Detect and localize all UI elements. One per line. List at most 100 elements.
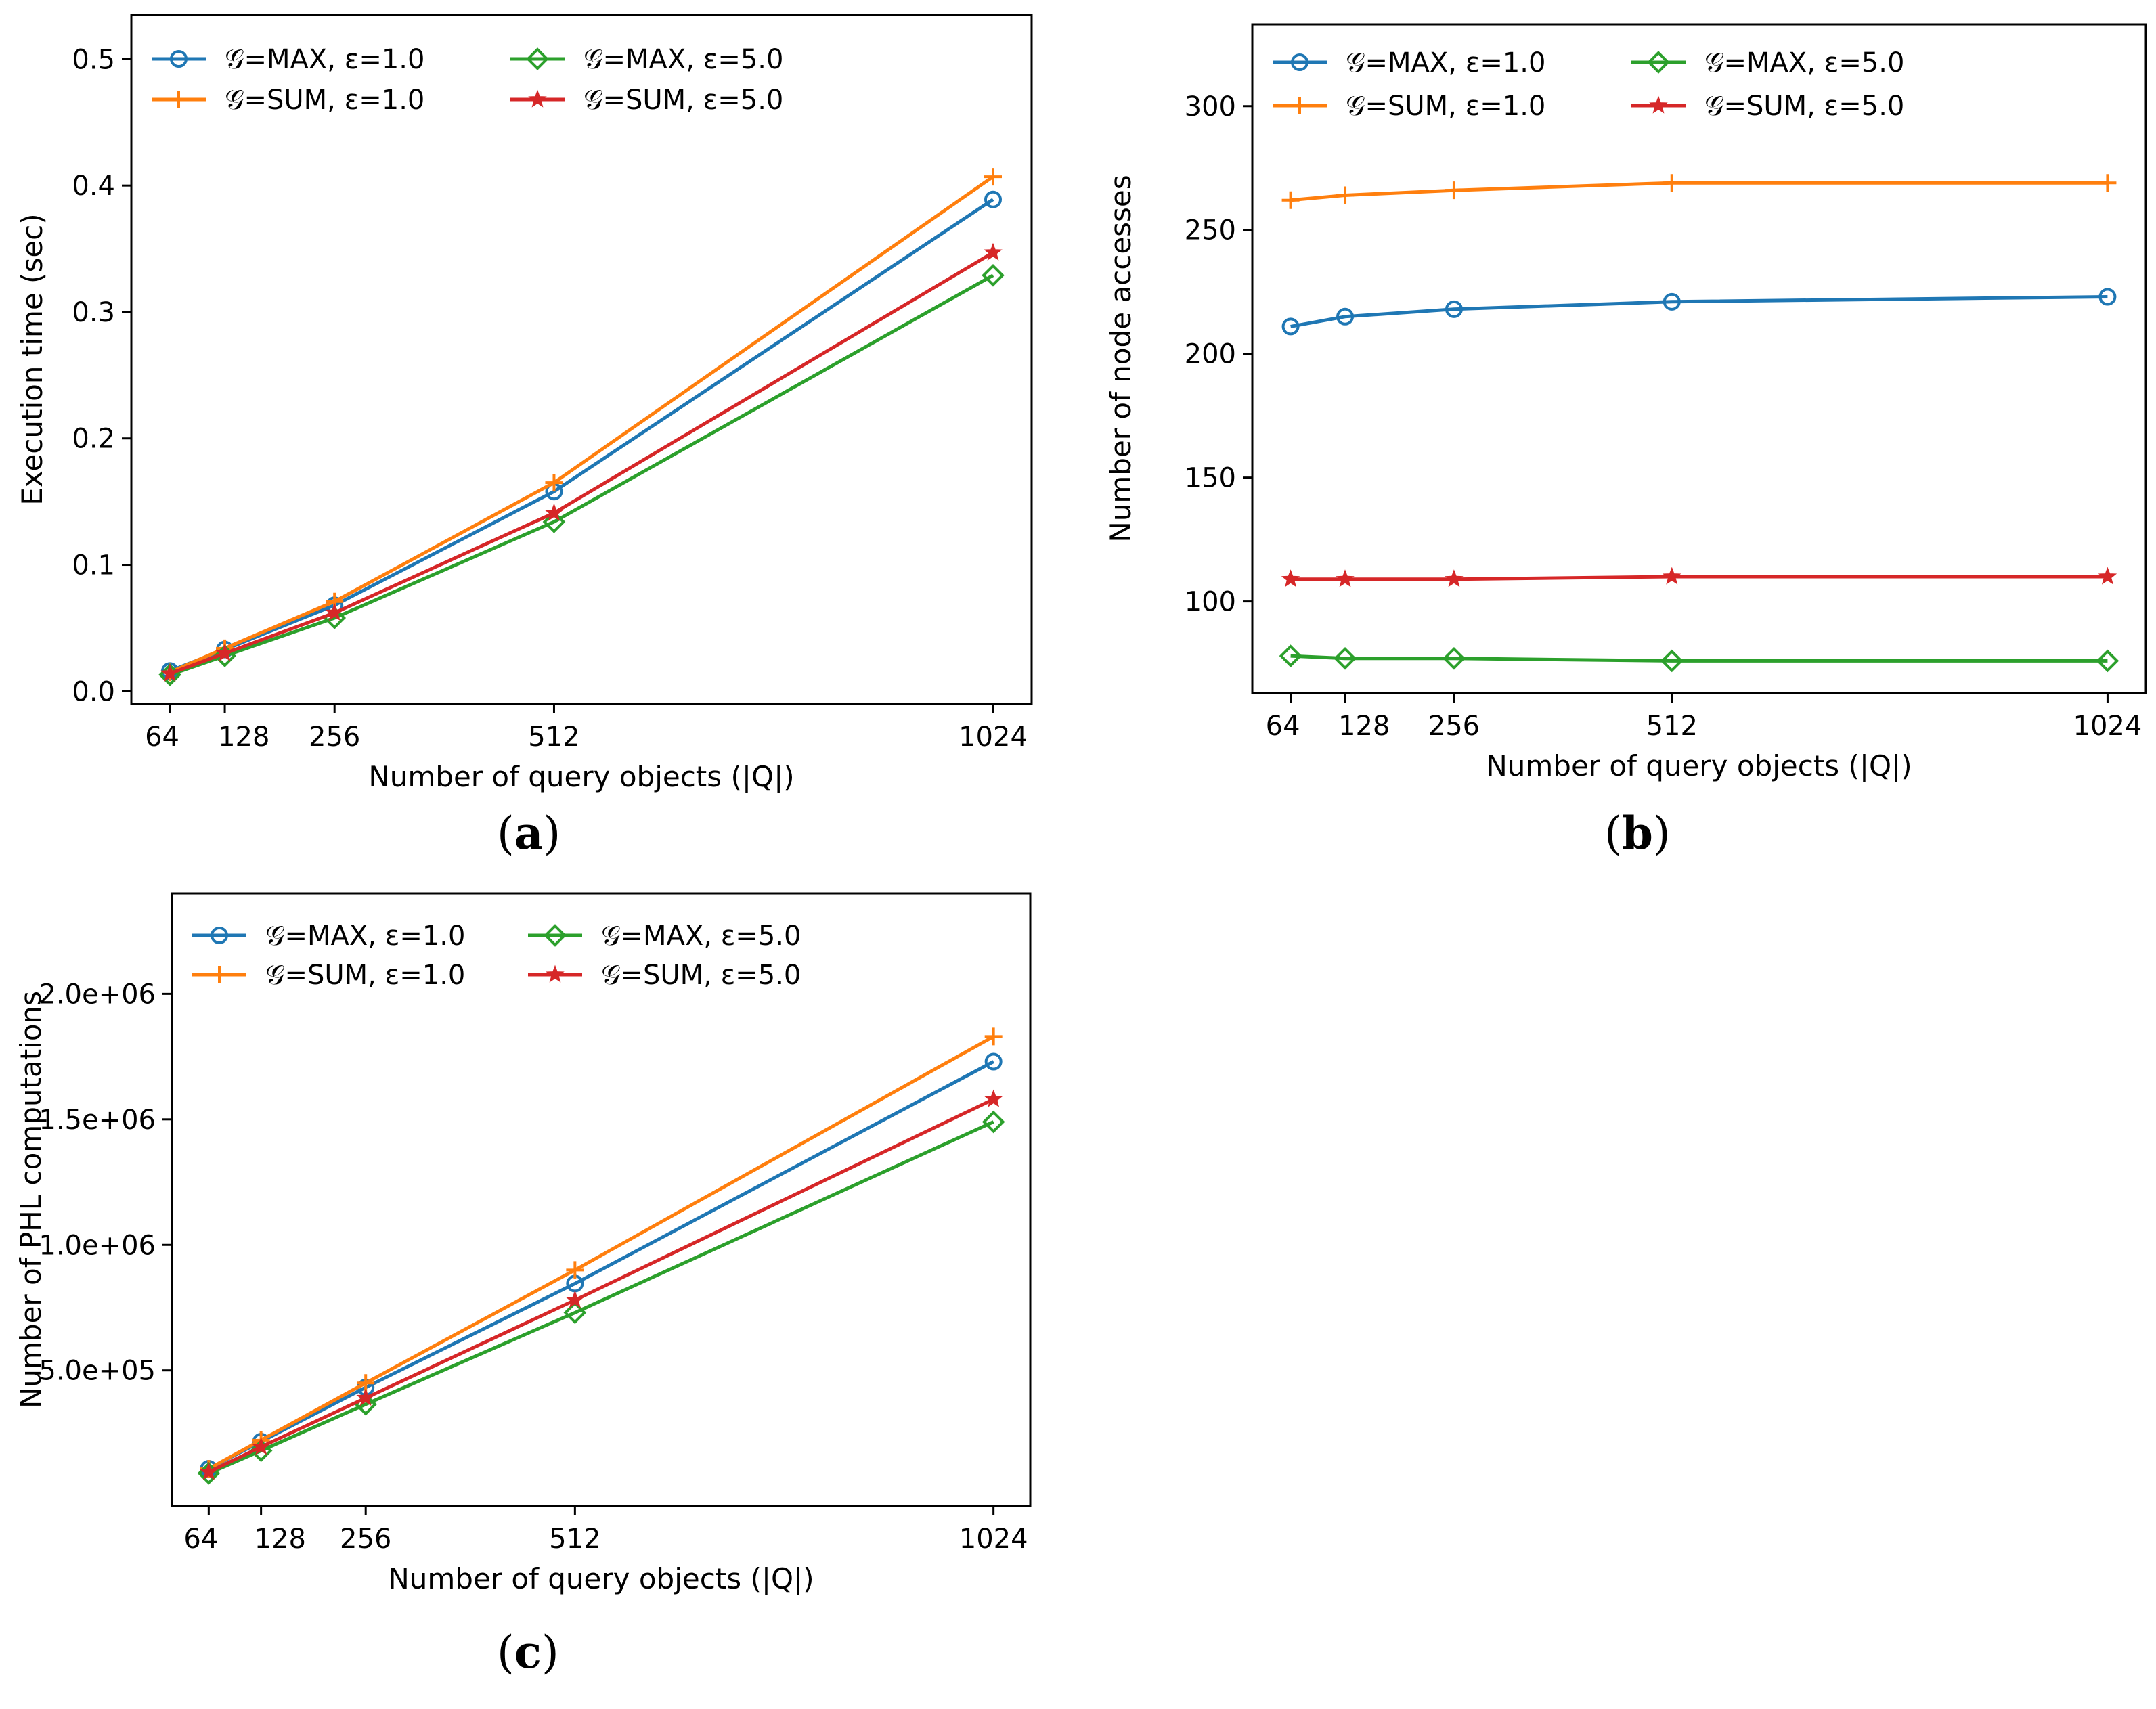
x-tick-label: 128 xyxy=(218,722,269,753)
chart-c: 64 128 256 512 1024 5.0e+05 1.0e+06 1.5e+06 2.0e… xyxy=(14,892,1032,1595)
legend-label: 𝒢=MAX, ε=5.0 xyxy=(1704,47,1904,79)
y-tick-label: 150 xyxy=(1185,463,1236,494)
y-tick-label: 250 xyxy=(1185,215,1236,246)
legend-marker xyxy=(170,50,188,68)
legend-entry: 𝒢=SUM, ε=1.0 xyxy=(152,85,424,116)
legend-entry: 𝒢=SUM, ε=1.0 xyxy=(1273,91,1545,122)
legend-label: 𝒢=SUM, ε=1.0 xyxy=(225,85,424,116)
data-point xyxy=(160,663,179,682)
data-point xyxy=(982,1110,1005,1134)
y-axis-label: Number of PHL computations xyxy=(14,991,47,1408)
y-tick-label: 0.5 xyxy=(72,44,115,75)
x-axis-label: Number of query objects (|Q|) xyxy=(1486,749,1912,782)
y-tick-label: 0.2 xyxy=(72,424,115,455)
series-line xyxy=(169,273,994,677)
x-tick-label: 256 xyxy=(340,1524,391,1555)
data-point xyxy=(2098,567,2117,585)
series-2 xyxy=(1279,644,2119,673)
caption-c: (c) xyxy=(497,1626,559,1679)
data-point xyxy=(984,168,1002,186)
plot-frame xyxy=(171,892,1032,1507)
x-tick-label: 1024 xyxy=(959,722,1028,753)
series-1 xyxy=(161,168,1002,682)
legend-marker xyxy=(526,47,549,70)
x-tick-label: 128 xyxy=(1338,711,1390,742)
legend-label: 𝒢=SUM, ε=5.0 xyxy=(584,85,783,116)
data-point xyxy=(2098,288,2117,306)
series-line xyxy=(208,1035,994,1471)
legend-entry: 𝒢=SUM, ε=1.0 xyxy=(192,960,465,991)
data-point xyxy=(2096,649,2119,673)
chart-panel-a: 64 128 256 512 1024 0.0 0.1 0.2 0.3 0.4 0.5 Number … xyxy=(0,0,1056,873)
data-point xyxy=(984,242,1003,261)
data-point xyxy=(1663,567,1681,585)
caption-a: (a) xyxy=(497,807,561,860)
legend-label: 𝒢=MAX, ε=1.0 xyxy=(1346,47,1545,79)
chart-a: 64 128 256 512 1024 0.0 0.1 0.2 0.3 0.4 0.5 Number … xyxy=(16,14,1033,793)
y-tick-label: 0.4 xyxy=(72,171,115,202)
data-point xyxy=(984,1052,1003,1071)
chart-b: 64 128 256 512 1024 100 150 200 250 300 Number of … xyxy=(1104,23,2147,782)
data-point xyxy=(984,1027,1003,1046)
data-point xyxy=(982,263,1005,287)
x-tick-label: 256 xyxy=(1428,711,1480,742)
legend-entry: 𝒢=MAX, ε=5.0 xyxy=(1631,47,1904,79)
data-point xyxy=(1663,174,1681,192)
legend-entry: 𝒢=MAX, ε=1.0 xyxy=(1273,47,1545,79)
series-3 xyxy=(160,242,1003,682)
data-point xyxy=(563,1301,587,1325)
legend-label: 𝒢=MAX, ε=5.0 xyxy=(584,44,783,75)
data-point xyxy=(1443,646,1466,670)
legend-entry: 𝒢=SUM, ε=5.0 xyxy=(510,85,783,116)
series-line xyxy=(169,198,994,673)
legend-label: 𝒢=MAX, ε=1.0 xyxy=(225,44,424,75)
data-point xyxy=(1334,646,1357,670)
legend-entry: 𝒢=SUM, ε=5.0 xyxy=(1631,91,1904,122)
x-tick-label: 256 xyxy=(309,722,360,753)
y-tick-label: 300 xyxy=(1185,91,1236,123)
data-point xyxy=(251,1437,271,1455)
x-tick-label: 512 xyxy=(549,1524,600,1555)
series-3 xyxy=(199,1089,1003,1480)
data-point xyxy=(1281,317,1300,336)
y-tick-label: 1.5e+06 xyxy=(39,1105,156,1136)
series-line xyxy=(208,1060,994,1471)
data-point xyxy=(1663,292,1681,311)
chart-panel-b: 64 128 256 512 1024 100 150 200 250 300 Number of … xyxy=(1083,0,2156,873)
data-point xyxy=(249,1439,273,1463)
chart-panel-c: 64 128 256 512 1024 5.0e+05 1.0e+06 1.5e+06 2.0e… xyxy=(0,873,1056,1709)
data-point xyxy=(1445,569,1464,587)
series-line xyxy=(169,175,994,674)
data-point xyxy=(1336,186,1355,204)
series-0 xyxy=(200,1052,1003,1478)
data-point xyxy=(2098,174,2117,192)
caption-b: (b) xyxy=(1604,807,1671,860)
x-axis-label: Number of query objects (|Q|) xyxy=(368,760,794,793)
data-point xyxy=(984,1089,1003,1107)
data-point xyxy=(565,1290,585,1308)
legend-marker xyxy=(1291,53,1308,71)
data-point xyxy=(542,510,566,533)
legend-marker xyxy=(528,89,547,108)
x-tick-label: 64 xyxy=(145,722,179,753)
data-point xyxy=(1281,191,1300,209)
x-tick-label: 512 xyxy=(528,722,579,753)
x-tick-label: 1024 xyxy=(959,1524,1028,1555)
data-point xyxy=(566,1261,584,1279)
series-line xyxy=(1290,654,2108,663)
series-line xyxy=(1290,181,2108,202)
legend-label: 𝒢=SUM, ε=1.0 xyxy=(1346,91,1545,122)
y-tick-label: 2.0e+06 xyxy=(39,979,156,1010)
legend-label: 𝒢=SUM, ε=1.0 xyxy=(265,960,465,991)
data-point xyxy=(1279,644,1302,667)
y-axis-label: Number of node accesses xyxy=(1104,175,1137,542)
series-0 xyxy=(161,190,1002,680)
x-tick-label: 1024 xyxy=(2073,711,2142,742)
y-tick-label: 200 xyxy=(1185,339,1236,370)
data-point xyxy=(1445,181,1463,200)
legend-label: 𝒢=MAX, ε=5.0 xyxy=(601,920,801,952)
data-point xyxy=(325,603,344,621)
series-line xyxy=(208,1120,994,1475)
y-tick-label: 100 xyxy=(1185,587,1236,618)
plot-frame xyxy=(1251,23,2147,694)
